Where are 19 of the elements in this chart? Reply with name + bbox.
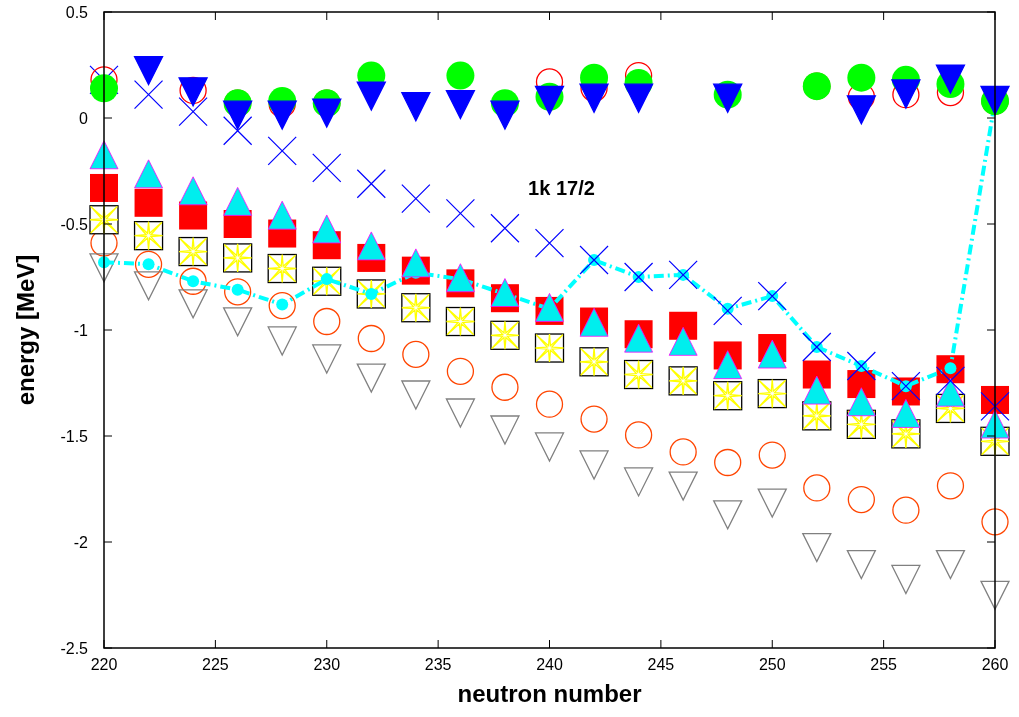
y-tick-label: -1 <box>73 322 89 339</box>
x-tick-label: 260 <box>981 656 1009 673</box>
x-tick-label: 225 <box>202 656 229 673</box>
annotation: 1k 17/2 <box>528 177 595 200</box>
y-tick-label: 0 <box>79 110 89 127</box>
y-tick-label: -1.5 <box>60 428 89 445</box>
y-tick-label: -2 <box>73 534 89 551</box>
x-tick-label: 230 <box>313 656 341 673</box>
y-tick-label: -2.5 <box>60 640 89 657</box>
x-tick-label: 255 <box>870 656 898 673</box>
x-tick-label: 235 <box>424 656 452 673</box>
x-tick-label: 245 <box>647 656 675 673</box>
x-tick-label: 220 <box>90 656 118 673</box>
x-axis-title: neutron number <box>457 680 642 707</box>
x-tick-label: 250 <box>758 656 786 673</box>
y-tick-label: -0.5 <box>60 216 89 233</box>
y-axis-title: energy [MeV] <box>12 254 39 406</box>
x-tick-label: 240 <box>536 656 563 673</box>
y-tick-label: 0.5 <box>65 4 89 21</box>
